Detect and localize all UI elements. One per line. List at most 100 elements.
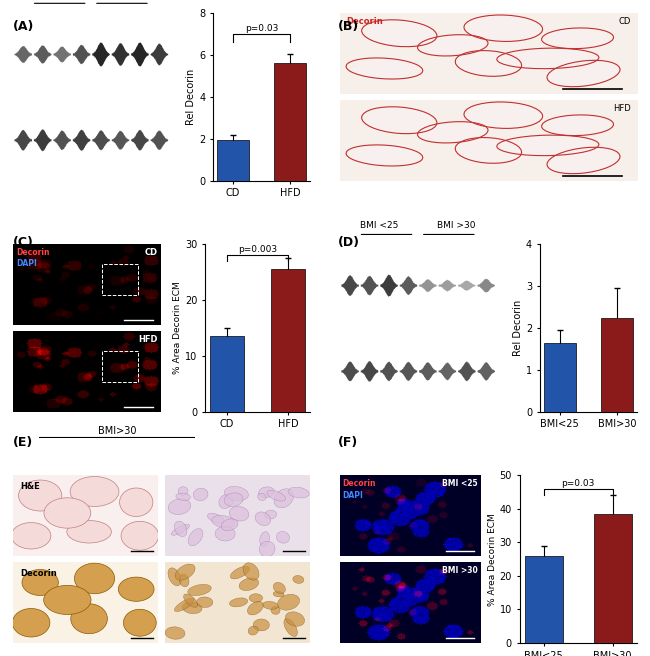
Text: DAPI: DAPI <box>343 491 363 501</box>
Ellipse shape <box>467 15 540 41</box>
Text: Decorin: Decorin <box>343 480 376 489</box>
Ellipse shape <box>230 566 250 579</box>
Ellipse shape <box>176 493 190 501</box>
Text: Decorin: Decorin <box>16 248 49 257</box>
Text: BMI>30: BMI>30 <box>98 426 136 436</box>
Ellipse shape <box>263 602 278 609</box>
Bar <box>544 342 575 412</box>
Text: BMI >30: BMI >30 <box>442 566 478 575</box>
Ellipse shape <box>70 476 119 506</box>
Bar <box>217 140 249 180</box>
Text: p=0.03: p=0.03 <box>245 24 278 33</box>
Y-axis label: % Area Decorin ECM: % Area Decorin ECM <box>173 281 182 375</box>
Text: (B): (B) <box>338 20 359 33</box>
Ellipse shape <box>255 512 270 525</box>
Text: p=0.003: p=0.003 <box>238 245 277 255</box>
Ellipse shape <box>174 522 187 537</box>
Ellipse shape <box>365 20 433 47</box>
Ellipse shape <box>274 583 285 594</box>
Ellipse shape <box>458 51 519 76</box>
Ellipse shape <box>229 506 249 521</box>
Text: Decorin: Decorin <box>20 569 57 578</box>
Text: HFD: HFD <box>138 335 157 344</box>
Ellipse shape <box>546 28 609 49</box>
Ellipse shape <box>259 487 274 497</box>
Text: BMI <25: BMI <25 <box>359 220 398 230</box>
Ellipse shape <box>215 526 235 541</box>
Ellipse shape <box>276 531 289 543</box>
Ellipse shape <box>168 568 181 586</box>
Bar <box>525 556 563 643</box>
Text: p=0.03: p=0.03 <box>562 479 595 488</box>
Ellipse shape <box>458 138 519 163</box>
Ellipse shape <box>19 480 62 511</box>
Ellipse shape <box>239 578 259 590</box>
Ellipse shape <box>254 619 269 631</box>
Text: (A): (A) <box>13 20 34 33</box>
Ellipse shape <box>417 123 488 142</box>
Bar <box>271 270 306 412</box>
Ellipse shape <box>124 609 156 636</box>
Ellipse shape <box>274 489 294 508</box>
Ellipse shape <box>352 57 417 80</box>
Ellipse shape <box>44 498 91 528</box>
Ellipse shape <box>284 619 298 636</box>
Ellipse shape <box>271 606 280 615</box>
Y-axis label: % Area Decorin ECM: % Area Decorin ECM <box>488 513 497 605</box>
Ellipse shape <box>267 490 285 501</box>
Ellipse shape <box>504 133 591 158</box>
Bar <box>594 514 632 643</box>
Text: HFD: HFD <box>614 104 631 113</box>
Ellipse shape <box>288 487 309 498</box>
Text: BMI >30: BMI >30 <box>437 220 476 230</box>
Bar <box>274 64 306 180</box>
Ellipse shape <box>248 602 263 615</box>
Ellipse shape <box>504 46 591 71</box>
Ellipse shape <box>168 499 190 514</box>
Ellipse shape <box>257 493 266 501</box>
Ellipse shape <box>207 513 224 523</box>
Ellipse shape <box>174 598 194 611</box>
Ellipse shape <box>118 577 154 602</box>
Ellipse shape <box>67 520 111 543</box>
Y-axis label: Rel Decorin: Rel Decorin <box>513 300 523 356</box>
Ellipse shape <box>22 569 58 596</box>
Y-axis label: Rel Decorin: Rel Decorin <box>186 69 196 125</box>
Ellipse shape <box>175 564 195 580</box>
Ellipse shape <box>120 488 153 516</box>
Ellipse shape <box>547 148 619 173</box>
Ellipse shape <box>260 531 270 546</box>
Ellipse shape <box>188 584 211 596</box>
Ellipse shape <box>172 524 190 535</box>
Ellipse shape <box>197 597 213 607</box>
Ellipse shape <box>292 575 304 583</box>
Ellipse shape <box>121 522 159 550</box>
Ellipse shape <box>248 626 258 635</box>
Ellipse shape <box>229 598 248 607</box>
Bar <box>101 352 138 382</box>
Text: CD: CD <box>144 248 157 257</box>
Ellipse shape <box>273 592 284 597</box>
Text: (E): (E) <box>13 436 33 449</box>
Ellipse shape <box>12 609 50 637</box>
Text: BMI <25: BMI <25 <box>443 480 478 489</box>
Ellipse shape <box>259 541 275 557</box>
Ellipse shape <box>178 487 188 495</box>
Ellipse shape <box>179 574 189 587</box>
Ellipse shape <box>265 510 277 519</box>
Ellipse shape <box>71 604 107 634</box>
Ellipse shape <box>249 594 263 602</box>
Ellipse shape <box>352 144 417 167</box>
Ellipse shape <box>165 627 185 639</box>
Text: Decorin: Decorin <box>346 17 383 26</box>
Ellipse shape <box>183 602 202 613</box>
Ellipse shape <box>44 585 91 615</box>
Text: DAPI: DAPI <box>16 258 37 268</box>
Ellipse shape <box>243 563 259 580</box>
Ellipse shape <box>546 114 609 136</box>
Ellipse shape <box>224 493 243 506</box>
Ellipse shape <box>74 564 114 594</box>
Ellipse shape <box>212 516 235 528</box>
Ellipse shape <box>12 523 51 549</box>
Ellipse shape <box>183 594 198 607</box>
